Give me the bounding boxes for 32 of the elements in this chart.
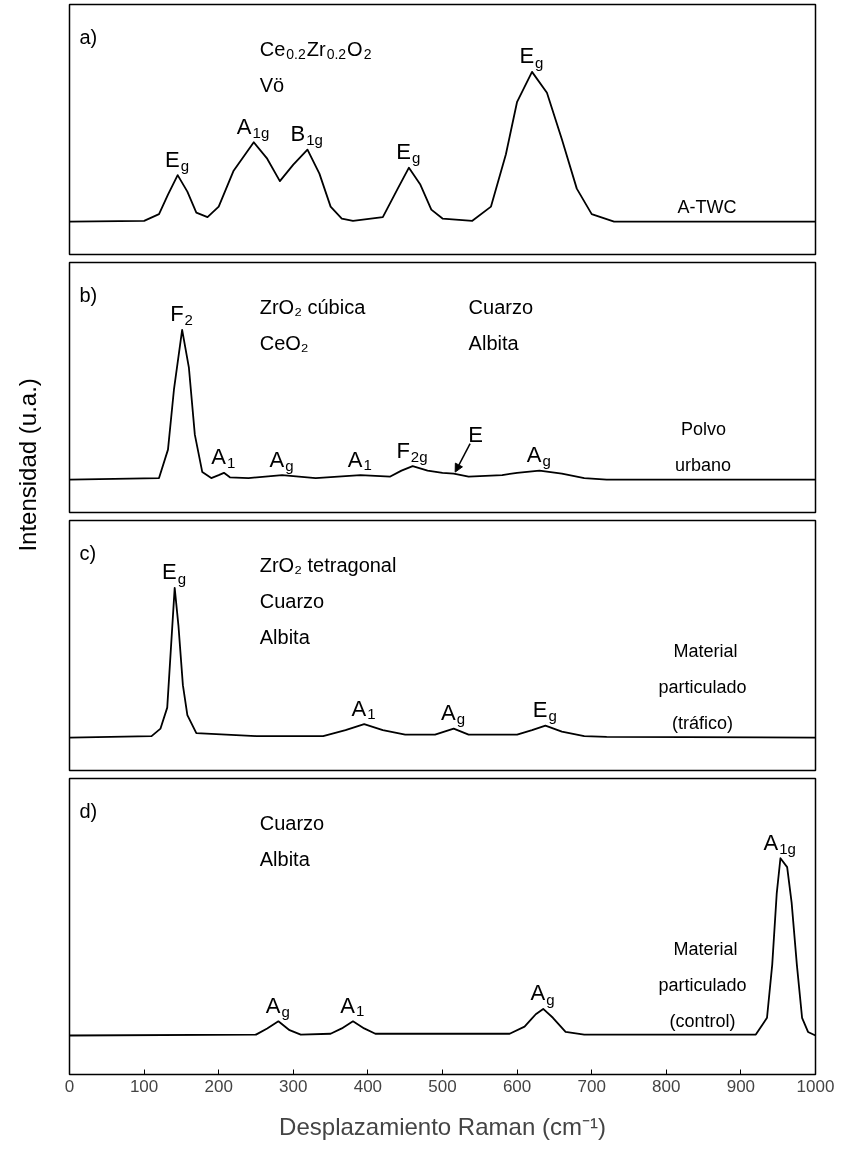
x-tick-label: 1000 [796,1076,835,1096]
x-tick-label: 200 [204,1076,233,1096]
text: Cuarzo [259,811,325,834]
chart-title: c) [79,541,97,564]
annotation: Vö [259,73,285,96]
x-axis-title: Desplazamiento Raman (cm⁻¹) [279,1112,606,1140]
x-tick-label: 500 [428,1076,457,1096]
text: ZrO₂ cúbica [259,295,367,318]
annotation: CeO₂ [259,331,309,354]
text: ZrO₂ tetragonal [259,553,397,576]
annotation: Albita [259,625,311,648]
text: Cuarzo [468,295,534,318]
x-tick-label: 900 [726,1076,756,1096]
annotation: Cuarzo [259,589,325,612]
annotation: Albita [259,847,311,870]
annotation: Albita [468,331,520,354]
chart-title: b) [79,283,98,306]
x-tick-label: 600 [502,1076,532,1096]
x-tick-label: 100 [129,1076,159,1096]
x-tick-label: 300 [279,1076,308,1096]
chart-title: a) [79,25,98,48]
text: A-TWC [677,196,737,217]
y-axis-title: Intensidad (u.a.) [14,378,41,552]
text: Material particulado (tráfico) [658,640,747,733]
x-tick-label: 400 [353,1076,383,1096]
text: Material particulado (control) [658,938,747,1031]
x-tick-label: 700 [577,1076,606,1096]
annotation: E [468,422,483,448]
chart-title: d) [79,799,98,822]
text: Polvo urbano [675,418,732,475]
x-tick-label: 0 [64,1076,75,1096]
x-tick-label: 800 [652,1076,681,1096]
